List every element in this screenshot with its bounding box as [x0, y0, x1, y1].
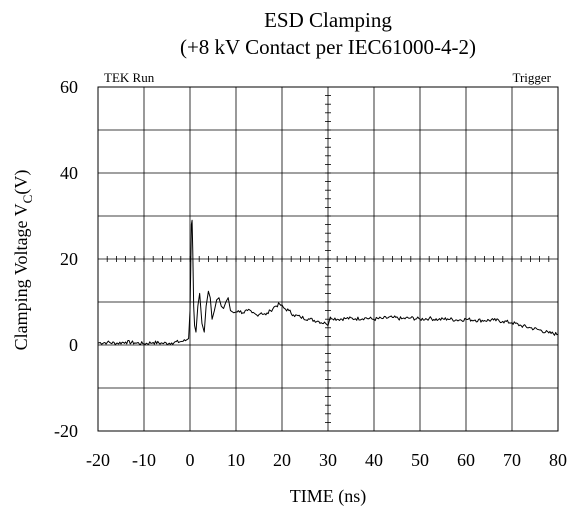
tek-run-label: TEK Run [104, 70, 155, 85]
x-tick-labels: -20 -10 0 10 20 30 40 50 60 70 80 [86, 450, 567, 470]
x-tick-label: 20 [273, 450, 291, 470]
y-axis-label-subscript: C [20, 195, 35, 204]
x-tick-label: -20 [86, 450, 110, 470]
y-axis-label: Clamping Voltage VC(V) [11, 170, 35, 351]
x-tick-label: 40 [365, 450, 383, 470]
minor-ticks [97, 86, 559, 432]
clamping-voltage-trace [97, 219, 559, 346]
x-tick-label: 70 [503, 450, 521, 470]
y-tick-label: 20 [60, 249, 78, 269]
x-axis-label: TIME (ns) [290, 486, 366, 507]
trigger-label: Trigger [512, 70, 551, 85]
y-tick-label: 40 [60, 163, 78, 183]
chart-subtitle: (+8 kV Contact per IEC61000-4-2) [180, 35, 476, 59]
x-tick-label: 10 [227, 450, 245, 470]
y-tick-label: -20 [54, 421, 78, 441]
y-tick-labels: -20 0 20 40 60 [54, 77, 78, 441]
x-tick-label: 30 [319, 450, 337, 470]
x-tick-label: 80 [549, 450, 567, 470]
x-tick-label: 60 [457, 450, 475, 470]
y-tick-label: 60 [60, 77, 78, 97]
x-tick-label: -10 [132, 450, 156, 470]
y-axis-label-unit: (V) [11, 170, 32, 195]
x-tick-label: 0 [186, 450, 195, 470]
x-tick-label: 50 [411, 450, 429, 470]
chart-title: ESD Clamping [264, 8, 392, 32]
y-axis-label-main: Clamping Voltage V [11, 203, 31, 350]
y-tick-label: 0 [69, 335, 78, 355]
